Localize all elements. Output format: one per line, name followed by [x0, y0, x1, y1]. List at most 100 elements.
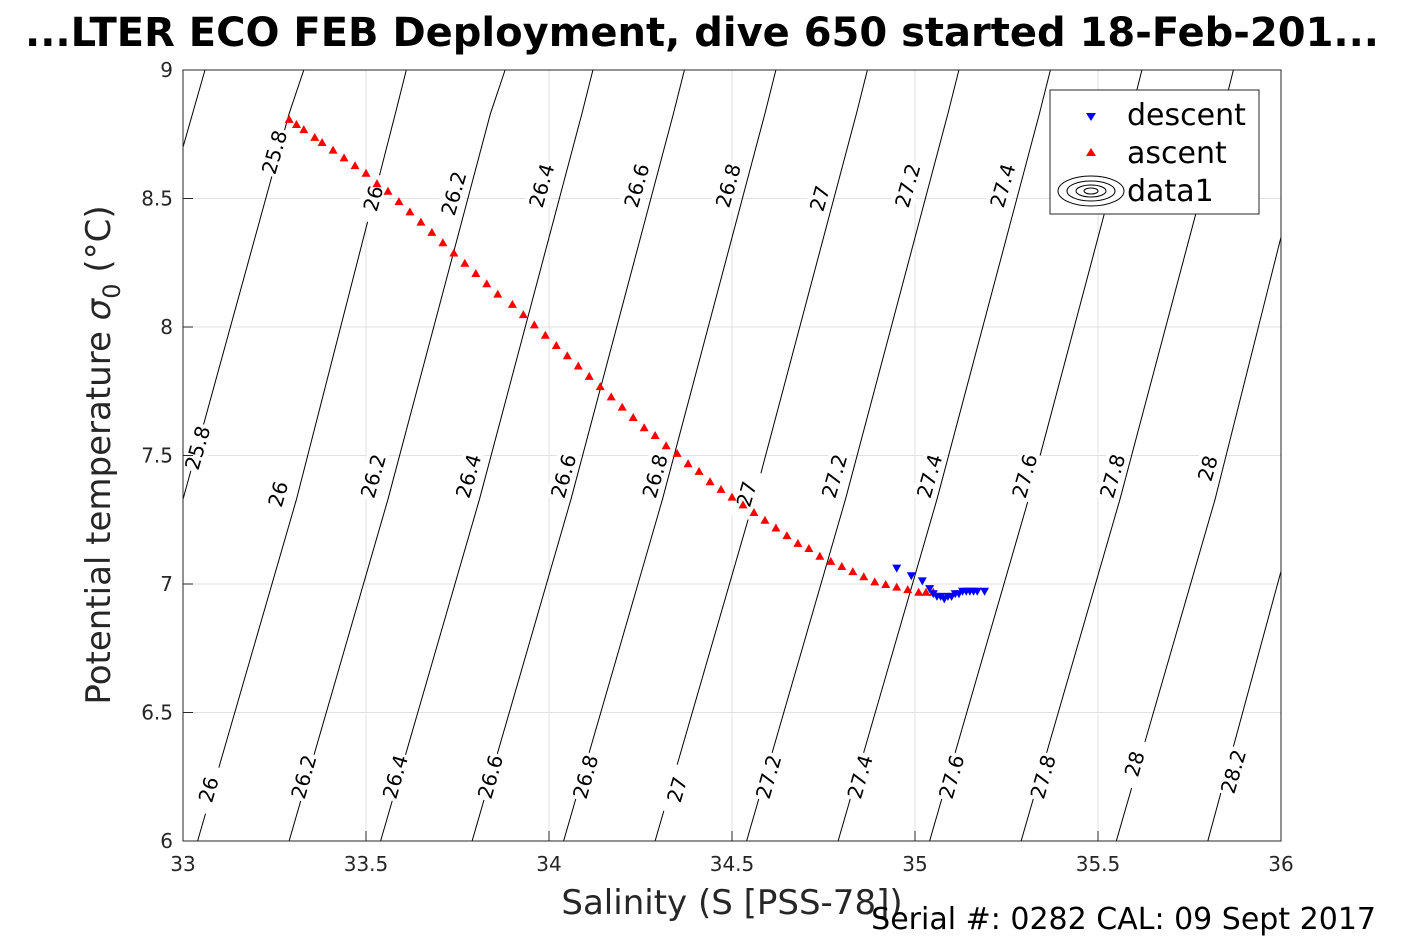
x-tick-label: 36 [1268, 852, 1293, 876]
ascent-point [328, 145, 338, 154]
density-contour-line [197, 70, 407, 841]
ascent-point [507, 299, 517, 308]
ascent-point [482, 279, 492, 288]
legend-ascent-marker [1086, 148, 1096, 156]
ascent-point [628, 412, 638, 421]
ascent-point [416, 217, 426, 226]
ascent-point [815, 551, 825, 560]
ascent-point [848, 567, 858, 576]
contour-label-background [1024, 750, 1062, 804]
density-contour-line [288, 70, 506, 841]
ascent-point [405, 207, 415, 216]
density-contour-line [837, 70, 1051, 841]
ascent-point [562, 351, 572, 360]
contour-label-background [984, 159, 1021, 212]
ascent-point [617, 402, 627, 411]
legend: descent ascent data1 [1049, 89, 1260, 215]
ascent-point [826, 556, 836, 565]
contour-label-background [889, 159, 926, 212]
ascent-point [310, 132, 320, 141]
contour-label-background [1006, 449, 1043, 503]
contour-label-background [618, 159, 655, 212]
legend-data1-label: data1 [1127, 174, 1214, 209]
density-contour-line [746, 70, 960, 841]
ascent-point [350, 161, 360, 170]
y-tick-label: 8 [160, 315, 173, 339]
contour-label-background [933, 750, 970, 804]
ascent-point [317, 137, 327, 146]
ascent-point [749, 508, 759, 517]
ascent-point [540, 330, 550, 339]
ascent-point [606, 392, 616, 401]
descent-point [980, 587, 990, 596]
ascent-point [493, 289, 503, 298]
y-axis-label-unit: (°C) [79, 205, 119, 283]
legend-box [1049, 89, 1260, 215]
ascent-point [716, 484, 726, 493]
y-tick-label: 6.5 [141, 701, 173, 725]
contour-label-background [179, 421, 216, 475]
ascent-point [903, 585, 913, 594]
x-tick-label: 34.5 [710, 852, 755, 876]
y-axis-label-main: Potential temperature [79, 320, 119, 704]
ascent-point [639, 423, 649, 432]
density-contour-line [1207, 571, 1281, 841]
ascent-point [837, 562, 847, 571]
contour-label-background [190, 763, 227, 816]
chart-title: ...LTER ECO FEB Deployment, dive 650 sta… [25, 10, 1379, 56]
descent-point [892, 564, 902, 573]
ascent-point [394, 197, 404, 206]
x-axis-label: Salinity (S [PSS-78]) [561, 883, 902, 923]
y-tick-label: 7.5 [141, 444, 173, 468]
x-tick-label: 33.5 [344, 852, 389, 876]
contour-label-background [567, 750, 604, 804]
ascent-point [551, 340, 561, 349]
contour-label-background [816, 449, 853, 503]
ascent-point [771, 523, 781, 532]
ascent-point [921, 587, 931, 596]
y-axis-label: Potential temperature σ0 (°C) [79, 205, 126, 704]
contour-label-background [355, 449, 392, 503]
density-contour-line [654, 70, 868, 841]
contour-label-background [841, 750, 879, 804]
density-contour-line [183, 70, 206, 148]
contour-label-background [636, 449, 674, 503]
contour-label-background [911, 449, 948, 503]
ascent-point [471, 269, 481, 278]
ascent-point [449, 248, 459, 257]
ascent-point [672, 448, 682, 457]
ascent-point [460, 258, 470, 267]
contour-label-background [801, 172, 838, 225]
ascent-point [650, 430, 660, 439]
x-tick-label: 33 [170, 852, 195, 876]
ascent-point [573, 361, 583, 370]
contour-label-background [355, 172, 392, 225]
ascent-point [372, 179, 382, 188]
ascent-point [584, 371, 594, 380]
ascent-point [427, 227, 437, 236]
x-tick-label: 35.5 [1076, 852, 1121, 876]
contour-label-background [285, 750, 322, 804]
descent-point [917, 577, 927, 586]
ascent-point [705, 477, 715, 486]
y-tick-label: 6 [160, 829, 173, 853]
density-contours [183, 70, 1281, 841]
ascent-point [529, 320, 539, 329]
ascent-point [738, 500, 748, 509]
ascent-point [727, 492, 737, 501]
contour-label-background [523, 159, 560, 212]
ascent-point [804, 544, 814, 553]
contour-label-background [435, 167, 472, 220]
ascent-point [361, 168, 371, 177]
contour-label-background [750, 750, 787, 804]
ascent-point [760, 515, 770, 524]
descent-point [925, 585, 935, 594]
ascent-point [438, 238, 448, 247]
legend-ascent-label: ascent [1127, 136, 1227, 171]
x-tick-label: 35 [902, 852, 927, 876]
contour-label-background [710, 159, 747, 212]
y-axis-label-sigma: σ [79, 297, 119, 320]
ascent-point [383, 186, 393, 195]
legend-descent-label: descent [1127, 98, 1246, 133]
y-tick-label: 7 [160, 572, 173, 596]
